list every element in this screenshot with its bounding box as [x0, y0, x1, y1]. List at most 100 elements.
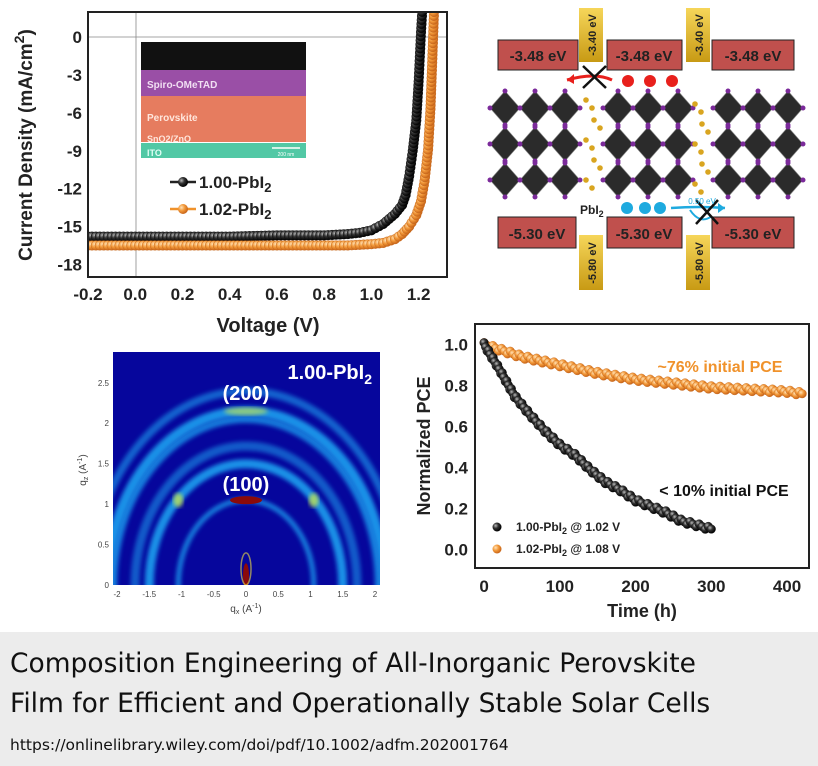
jv-data-point	[428, 12, 440, 18]
iodide-atom	[800, 177, 806, 183]
hole-dot	[621, 202, 633, 214]
vb-barrier-2-label: -5.80 eV	[694, 242, 706, 284]
jv-y-tick-label: -18	[57, 255, 82, 274]
iodide-atom	[675, 160, 681, 166]
pbi6-octahedron	[602, 126, 634, 162]
pbi6-octahedron	[712, 90, 744, 126]
jv-plot-frame	[87, 11, 448, 278]
jv-y-tick-label: 0	[73, 28, 82, 47]
iodide-atom	[755, 194, 761, 200]
pbi2-atom	[698, 109, 704, 115]
jv-x-tick-label: 0.2	[171, 285, 195, 304]
conduction-band: -3.48 eV -3.48 eV -3.48 eV -3.40 eV -3.4…	[497, 8, 795, 89]
iodide-atom	[800, 141, 806, 147]
sem-inset: Spiro-OMeTAD Perovskite SnO2/ZnO ITO 200…	[141, 42, 306, 158]
beamstop-halo	[240, 552, 252, 585]
pbi6-octahedron	[519, 90, 551, 126]
pbi6-octahedron	[519, 162, 551, 198]
pce-data-point	[797, 389, 807, 399]
giwaxs-x-tick-label: 2	[373, 590, 378, 599]
inset-label-spiro: Spiro-OMeTAD	[147, 80, 217, 91]
jv-x-tick-label: -0.2	[73, 285, 102, 304]
legend-marker-orange	[178, 204, 188, 214]
jv-y-tick-label: -6	[67, 104, 82, 123]
pbi2-atom	[583, 97, 589, 103]
iodide-atom	[660, 105, 666, 111]
vb-barrier-1	[579, 235, 603, 290]
jv-data-point	[417, 12, 428, 18]
iodide-atom	[630, 105, 636, 111]
hole-dot	[639, 202, 651, 214]
pbi6-octahedron	[489, 126, 521, 162]
iodide-atom	[517, 177, 523, 183]
beamstop-spot	[243, 563, 249, 585]
iodide-atom	[725, 88, 731, 94]
iodide-atom	[615, 194, 621, 200]
cb-level-2-label: -3.48 eV	[616, 48, 673, 65]
iodide-atom	[660, 177, 666, 183]
giwaxs-x-tick-label: 1	[308, 590, 313, 599]
giwaxs-pattern: -2 -1.5 -1 -0.5 0 0.5 1 1.5 2 0 0.5 1 1.5 2 2.5 1.00-P…	[77, 352, 380, 616]
vb-barrier-2	[686, 235, 710, 290]
pbi6-octahedron	[632, 90, 664, 126]
pbi2-atom	[589, 145, 595, 151]
iodide-atom	[725, 194, 731, 200]
cb-barrier-2-label: -3.40 eV	[694, 14, 706, 56]
pbi2-atom	[583, 177, 589, 183]
iodide-atom	[755, 160, 761, 166]
stability-chart: 0 100 200 300 400 0.0 0.2 0.4 0.6 0.8 1.0 ~76% ini…	[414, 323, 810, 621]
cb-level-1-label: -3.48 eV	[510, 48, 567, 65]
iodide-atom	[675, 124, 681, 130]
pbi6-octahedron	[742, 126, 774, 162]
pce-x-tick-label: 200	[621, 577, 649, 596]
giwaxs-y-tick-label: 2	[105, 419, 110, 428]
cb-level-2	[606, 39, 683, 71]
electron-dot	[622, 75, 634, 87]
diffraction-ring	[144, 459, 348, 585]
iodide-atom	[755, 124, 761, 130]
iodide-atom	[690, 177, 696, 183]
iodide-atom	[502, 88, 508, 94]
pce-y-tick-label: 0.2	[444, 499, 468, 518]
legend-label-1-00: 1.00-PbI2 @ 1.02 V	[516, 520, 620, 536]
iodide-atom	[690, 105, 696, 111]
iodide-atom	[785, 194, 791, 200]
cb-level-3	[711, 39, 795, 71]
iodide-atom	[675, 194, 681, 200]
inset-scale-label: 200 nm	[278, 152, 295, 158]
pbi6-octahedron	[632, 162, 664, 198]
iodide-atom	[487, 177, 493, 183]
pbi6-octahedron	[489, 90, 521, 126]
iodide-atom	[770, 177, 776, 183]
iodide-atom	[615, 160, 621, 166]
iodide-atom	[740, 177, 746, 183]
pbi2-atom	[692, 181, 698, 187]
pbi6-octahedron	[662, 126, 694, 162]
inset-electrode	[141, 42, 306, 70]
valence-band: -5.30 eV -5.30 eV -5.30 eV -5.80 eV -5.8…	[497, 197, 795, 290]
peak-200-spot	[224, 407, 268, 416]
giwaxs-y-tick-label: 1.5	[98, 460, 110, 469]
iodide-atom	[740, 105, 746, 111]
pce-x-tick-label: 0	[479, 577, 488, 596]
inset-label-etl: SnO2/ZnO	[147, 134, 191, 144]
offset-label: 0.50 eV	[688, 197, 716, 206]
giwaxs-x-tick-label: -2	[113, 590, 121, 599]
pbi2-atom	[692, 101, 698, 107]
pbi2-atom	[589, 105, 595, 111]
pbi6-octahedron	[549, 162, 581, 198]
giwaxs-y-tick-label: 1	[105, 500, 110, 509]
pbi6-octahedron	[662, 90, 694, 126]
vb-level-2	[606, 216, 683, 249]
pce-plot-frame	[474, 323, 810, 569]
peak-side-spot	[173, 493, 184, 508]
diffraction-ring	[113, 415, 380, 585]
iodide-atom	[562, 194, 568, 200]
iodide-atom	[675, 88, 681, 94]
pbi2-label: PbI2	[580, 203, 604, 219]
inset-label-perovskite: Perovskite	[147, 113, 198, 124]
iodide-atom	[600, 105, 606, 111]
pce-ticks: 0 100 200 300 400 0.0 0.2 0.4 0.6 0.8 1.0	[444, 335, 801, 596]
iodide-atom	[725, 124, 731, 130]
vb-barrier-1-label: -5.80 eV	[587, 242, 599, 284]
